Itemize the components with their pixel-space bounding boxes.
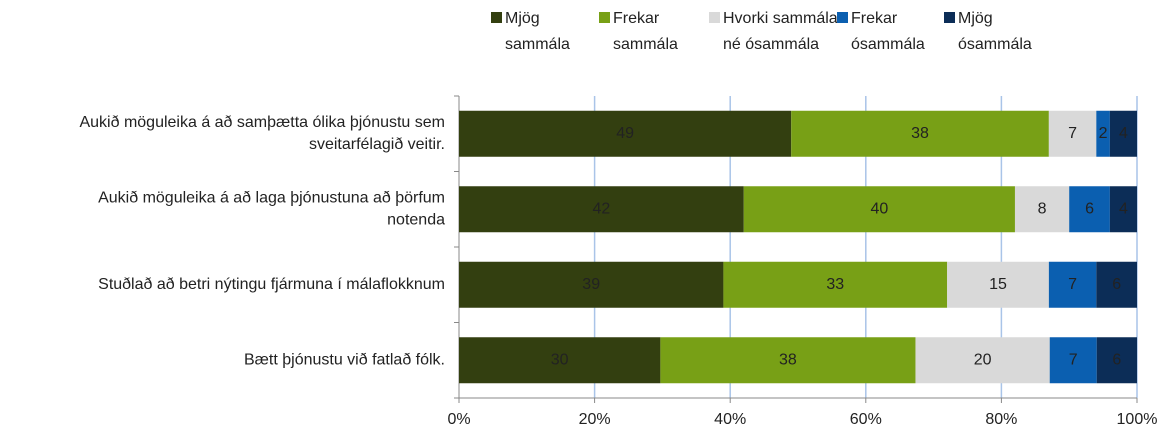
bar-segment <box>459 337 661 384</box>
data-label: 4 <box>1119 125 1128 142</box>
bar-segment <box>1048 110 1097 157</box>
x-tick-label: 60% <box>850 411 882 428</box>
x-tick-label: 0% <box>447 411 470 428</box>
data-label: 7 <box>1068 125 1077 142</box>
data-label: 39 <box>582 276 600 293</box>
bar-segment <box>1096 261 1137 308</box>
bar-segment <box>1014 186 1070 233</box>
legend-swatch <box>944 12 955 23</box>
data-label: 6 <box>1085 200 1094 217</box>
legend-swatch <box>599 12 610 23</box>
data-label: 49 <box>616 125 634 142</box>
bar-segment <box>459 261 724 308</box>
bar-segment <box>1109 110 1137 157</box>
y-tick-label: Stuðlað að betri nýtingu fjármuna í mála… <box>98 276 445 293</box>
data-label: 4 <box>1119 200 1128 217</box>
bar-segment <box>459 110 792 157</box>
data-label: 6 <box>1112 351 1121 368</box>
y-tick-label: Aukið möguleika á að samþætta ólika þjón… <box>79 114 445 153</box>
data-label: 38 <box>779 351 797 368</box>
data-label: 8 <box>1038 200 1047 217</box>
data-label: 15 <box>989 276 1007 293</box>
bar-segment <box>947 261 1049 308</box>
legend-label: Frekar sammála <box>613 10 678 53</box>
data-label: 2 <box>1099 125 1108 142</box>
data-label: 30 <box>551 351 569 368</box>
bar-segment <box>1096 110 1110 157</box>
legend-swatch <box>837 12 848 23</box>
legend-swatch <box>491 12 502 23</box>
bar-segment <box>1049 337 1097 384</box>
y-tick-label: Aukið möguleika á að laga þjónustuna að … <box>98 189 445 228</box>
bar-segment <box>459 186 744 233</box>
bar-segment <box>743 186 1015 233</box>
data-label: 6 <box>1112 276 1121 293</box>
legend-label: Mjög ósammála <box>958 10 1032 53</box>
bar-segment <box>1109 186 1137 233</box>
bar-segment <box>915 337 1050 384</box>
legend-label: Hvorki sammála né ósammála <box>723 10 838 53</box>
data-label: 33 <box>826 276 844 293</box>
bar-segment <box>723 261 948 308</box>
x-tick-label: 40% <box>714 411 746 428</box>
x-tick-label: 100% <box>1117 411 1158 428</box>
bar-segment <box>1069 186 1110 233</box>
bar-segment <box>1048 261 1097 308</box>
data-label: 42 <box>592 200 610 217</box>
bar-segment <box>660 337 916 384</box>
legend-label: Mjög sammála <box>505 10 570 53</box>
bar-segment <box>791 110 1049 157</box>
data-label: 20 <box>974 351 992 368</box>
legend-label: Frekar ósammála <box>851 10 925 53</box>
data-label: 40 <box>870 200 888 217</box>
bar-segment <box>1096 337 1137 384</box>
data-label: 38 <box>911 125 929 142</box>
y-tick-label: Bætt þjónustu við fatlað fólk. <box>244 351 445 368</box>
x-tick-label: 20% <box>579 411 611 428</box>
data-label: 7 <box>1069 351 1078 368</box>
legend-swatch <box>709 12 720 23</box>
data-label: 7 <box>1068 276 1077 293</box>
x-tick-label: 80% <box>985 411 1017 428</box>
